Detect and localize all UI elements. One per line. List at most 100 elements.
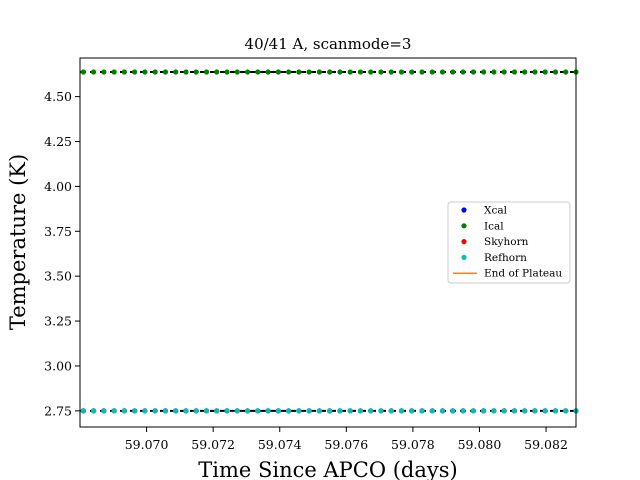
point-ical [265, 69, 271, 75]
point-refhorn [327, 408, 333, 414]
point-ical [152, 69, 158, 75]
point-ical [439, 69, 446, 75]
point-ical [552, 69, 559, 75]
x-axis-label: Time Since APCO (days) [198, 458, 457, 480]
legend-label: Ical [484, 220, 504, 232]
point-ical [244, 69, 251, 75]
plot-frame [79, 57, 577, 428]
point-refhorn [542, 408, 548, 414]
point-refhorn [193, 408, 199, 414]
x-tick-label: 59.076 [324, 437, 368, 452]
legend-label: Xcal [484, 205, 508, 217]
point-refhorn [470, 408, 476, 414]
point-refhorn [460, 408, 466, 414]
point-ical [286, 69, 292, 75]
point-ical [234, 69, 240, 75]
point-ical [419, 69, 425, 75]
x-tick-label: 59.078 [391, 437, 435, 452]
point-ical [337, 69, 343, 75]
point-refhorn [265, 408, 271, 414]
point-ical [193, 69, 199, 75]
point-refhorn [450, 408, 456, 414]
legend-box [447, 201, 571, 284]
point-ical [101, 69, 107, 75]
point-ical [316, 69, 323, 75]
point-refhorn [152, 408, 158, 414]
point-refhorn [439, 408, 446, 414]
x-tick-label: 59.070 [125, 437, 169, 452]
y-tick-label: 2.75 [44, 403, 72, 418]
point-ical [183, 69, 189, 75]
point-refhorn [183, 408, 189, 414]
y-tick-label: 3.00 [44, 358, 72, 373]
point-ical [450, 69, 456, 75]
point-refhorn [296, 408, 302, 414]
point-refhorn [224, 408, 230, 414]
point-ical [542, 69, 548, 75]
point-ical [162, 69, 169, 75]
y-tick-label: 4.00 [44, 179, 72, 194]
plot-content [80, 69, 579, 414]
point-refhorn [90, 408, 97, 414]
point-refhorn [234, 408, 240, 414]
legend-label: Refhorn [484, 252, 527, 264]
point-refhorn [255, 408, 261, 414]
point-refhorn [357, 408, 364, 414]
point-ical [460, 69, 466, 75]
point-refhorn [286, 408, 292, 414]
point-ical [470, 69, 476, 75]
y-tick-label: 3.25 [44, 314, 72, 329]
y-axis: 2.75 3.00 3.25 3.50 3.75 4.00 4.25 4.50 [44, 89, 80, 418]
point-ical [90, 69, 97, 75]
point-refhorn [491, 408, 497, 414]
y-tick-label: 3.75 [44, 224, 72, 239]
point-ical [368, 69, 374, 75]
point-ical [532, 69, 538, 75]
point-refhorn [368, 408, 374, 414]
x-tick-label: 59.072 [191, 437, 235, 452]
point-ical [255, 69, 261, 75]
point-ical [203, 69, 210, 75]
point-refhorn [347, 408, 353, 414]
point-ical [296, 69, 302, 75]
point-ical [522, 69, 528, 75]
point-ical [142, 69, 148, 75]
point-refhorn [101, 408, 107, 414]
point-ical [214, 69, 220, 75]
legend-label: Skyhorn [484, 236, 529, 248]
point-refhorn [511, 408, 518, 414]
y-tick-label: 3.50 [44, 269, 72, 284]
point-refhorn [481, 408, 487, 414]
point-refhorn [80, 408, 86, 414]
point-refhorn [563, 408, 569, 414]
point-ical [378, 69, 384, 75]
x-tick-label: 59.082 [524, 437, 568, 452]
point-ical [409, 69, 415, 75]
x-axis: 59.070 59.072 59.074 59.076 59.078 59.080 59.0… [125, 427, 568, 452]
point-refhorn [378, 408, 384, 414]
point-ical [511, 69, 518, 75]
point-refhorn [111, 408, 117, 414]
point-refhorn [203, 408, 210, 414]
legend: Xcal Ical Skyhorn Refhorn End of Plateau [447, 201, 571, 284]
y-tick-label: 4.50 [44, 89, 72, 104]
point-ical [501, 69, 507, 75]
point-refhorn [501, 408, 507, 414]
point-ical [491, 69, 497, 75]
point-ical [132, 69, 138, 75]
x-tick-label: 59.074 [258, 437, 302, 452]
legend-label: End of Plateau [484, 268, 562, 280]
point-refhorn [522, 408, 528, 414]
point-refhorn [142, 408, 148, 414]
point-ical [275, 69, 281, 75]
point-ical [111, 69, 117, 75]
point-ical [306, 69, 312, 75]
point-refhorn [388, 408, 394, 414]
point-ical [173, 69, 179, 75]
point-refhorn [275, 408, 281, 414]
point-refhorn [214, 408, 220, 414]
y-tick-label: 4.25 [44, 134, 72, 149]
point-refhorn [162, 408, 169, 414]
point-refhorn [419, 408, 425, 414]
